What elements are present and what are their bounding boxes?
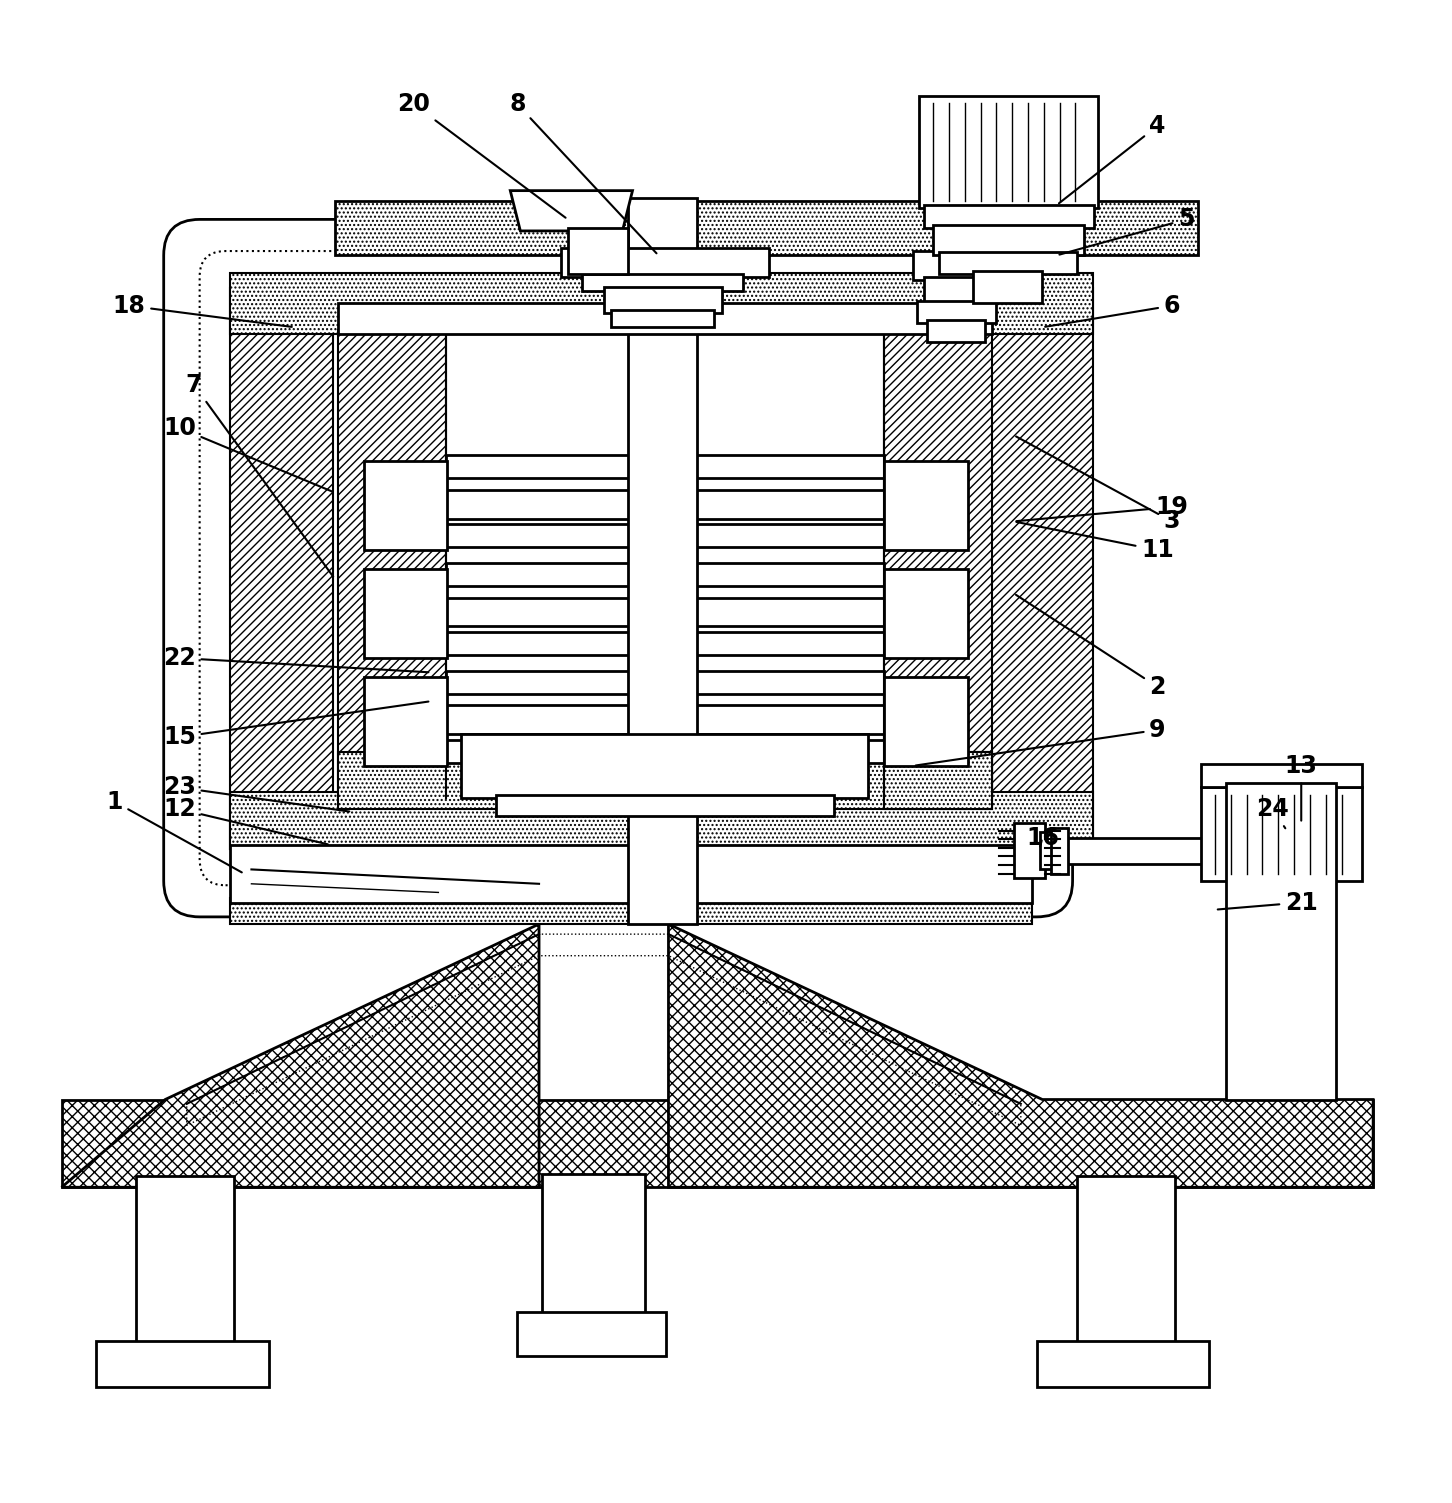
Text: 1: 1	[106, 791, 242, 872]
Text: 6: 6	[1045, 293, 1180, 326]
Text: 7: 7	[186, 373, 333, 577]
Text: 5: 5	[1060, 207, 1195, 254]
Bar	[446, 670, 884, 694]
Text: 15: 15	[163, 702, 428, 748]
Text: 12: 12	[163, 797, 328, 845]
Bar	[884, 676, 967, 767]
Bar	[446, 525, 884, 547]
Text: 20: 20	[398, 92, 566, 218]
Bar	[925, 204, 1095, 228]
Text: 8: 8	[510, 92, 656, 254]
Text: 10: 10	[163, 416, 333, 491]
Bar	[517, 1312, 665, 1356]
Text: 21: 21	[1218, 890, 1317, 914]
Bar	[919, 96, 1099, 207]
Text: 11: 11	[1016, 522, 1173, 562]
Bar	[925, 277, 989, 302]
Bar	[335, 201, 1198, 256]
Bar	[604, 287, 722, 313]
Text: 16: 16	[1027, 825, 1059, 849]
Bar	[446, 490, 884, 519]
Bar	[229, 792, 1093, 849]
Bar	[136, 1175, 234, 1348]
Bar	[338, 331, 446, 798]
Bar	[568, 228, 629, 274]
Bar	[229, 845, 1032, 902]
Bar	[96, 1341, 269, 1387]
Bar	[229, 899, 1032, 924]
Bar	[338, 302, 992, 335]
Bar	[363, 461, 447, 550]
Bar	[934, 225, 1085, 256]
Bar	[560, 248, 770, 277]
Bar	[462, 735, 868, 798]
Bar	[884, 461, 967, 550]
Bar	[989, 289, 1093, 849]
Bar	[928, 320, 984, 341]
Bar	[939, 253, 1077, 274]
Bar	[611, 310, 714, 328]
Polygon shape	[668, 924, 1374, 1187]
Bar	[1037, 1341, 1210, 1387]
Bar	[1051, 828, 1069, 873]
Bar	[1227, 783, 1336, 1100]
Bar	[338, 752, 992, 809]
Polygon shape	[61, 924, 539, 1187]
Bar	[629, 198, 697, 924]
Text: 2: 2	[1016, 595, 1166, 699]
Bar	[446, 455, 884, 478]
Bar	[229, 289, 334, 849]
Bar	[582, 274, 743, 292]
Bar	[884, 331, 992, 798]
Text: 13: 13	[1285, 755, 1317, 821]
Bar	[884, 568, 967, 658]
Bar	[1040, 833, 1066, 869]
Text: 24: 24	[1256, 797, 1289, 828]
Bar	[446, 598, 884, 627]
Text: 18: 18	[113, 293, 292, 326]
Bar	[913, 251, 999, 280]
Bar	[446, 633, 884, 655]
Text: 3: 3	[1016, 436, 1180, 534]
Bar	[1201, 788, 1362, 881]
Bar	[363, 676, 447, 767]
Bar	[363, 568, 447, 658]
Bar	[1201, 765, 1362, 788]
Text: 9: 9	[916, 718, 1166, 765]
Bar	[918, 302, 996, 323]
Text: 22: 22	[163, 646, 428, 672]
Bar	[497, 795, 833, 816]
Text: 4: 4	[1059, 114, 1166, 203]
Polygon shape	[61, 1100, 1374, 1187]
FancyBboxPatch shape	[164, 219, 1073, 917]
Bar	[446, 564, 884, 586]
Bar	[446, 739, 884, 764]
Polygon shape	[510, 191, 633, 231]
Bar	[542, 1174, 646, 1323]
Text: 19: 19	[1016, 494, 1188, 522]
Bar	[446, 705, 884, 735]
Text: 23: 23	[163, 776, 350, 812]
Bar	[1032, 837, 1205, 864]
Bar	[229, 272, 1093, 335]
Bar	[973, 271, 1043, 302]
Bar	[1077, 1175, 1175, 1348]
Bar	[884, 752, 992, 809]
Bar	[1013, 824, 1045, 878]
